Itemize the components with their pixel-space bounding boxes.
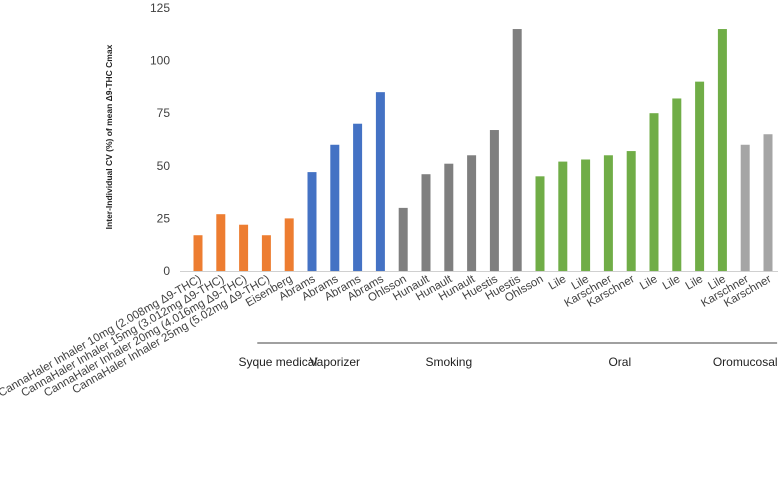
bar [581, 159, 591, 271]
group-label: Oral [608, 355, 631, 369]
y-tick-label: 50 [157, 159, 171, 173]
bar [261, 235, 271, 271]
y-axis-label: Inter-Individual CV (%) of mean Δ9-THC C… [104, 44, 114, 229]
bar [763, 134, 773, 271]
x-tick-label: Lile [684, 273, 706, 292]
x-tick-label: CannaHaler Inhaler 20mg (4.016mg Δ9-THC) [42, 273, 249, 399]
bar [193, 235, 203, 271]
bar [512, 29, 522, 272]
bar [695, 81, 705, 271]
bar [421, 174, 431, 271]
group-label: Vaporizer [310, 355, 360, 369]
bar [307, 172, 317, 271]
group-label: Syque medical [238, 355, 317, 369]
bar [558, 161, 568, 271]
x-tick-label: Lile [638, 273, 660, 292]
bar [216, 214, 226, 271]
y-axis: 0 25 50 75 100 125 [150, 1, 778, 278]
bar [672, 98, 682, 271]
bar [717, 29, 727, 272]
bar [626, 151, 636, 271]
x-tick-label: Lile [661, 273, 683, 292]
bar [353, 123, 363, 271]
y-tick-label: 100 [150, 54, 170, 68]
bar [330, 144, 340, 271]
bar [375, 92, 385, 271]
group-label: Smoking [425, 355, 472, 369]
y-tick-label: 75 [157, 106, 171, 120]
category-labels: CannaHaler Inhaler 10mg (2.008mg Δ9-THC)… [0, 273, 774, 400]
bar [239, 224, 249, 271]
y-tick-label: 125 [150, 1, 170, 15]
bar [398, 207, 408, 271]
bar [535, 176, 545, 271]
bars [193, 29, 773, 272]
bar [603, 155, 613, 271]
bar [489, 130, 499, 271]
y-tick-label: 0 [163, 264, 170, 278]
x-tick-label: Lile [547, 273, 569, 292]
bar [284, 218, 294, 271]
x-tick-label: CannaHaler Inhaler 15mg (3.012mg Δ9-THC) [19, 273, 226, 399]
group-label: Oromucosal [713, 355, 778, 369]
bar [444, 163, 454, 271]
bar [649, 113, 659, 271]
y-tick-label: 25 [157, 211, 171, 225]
bar [740, 144, 750, 271]
bar [467, 155, 477, 271]
